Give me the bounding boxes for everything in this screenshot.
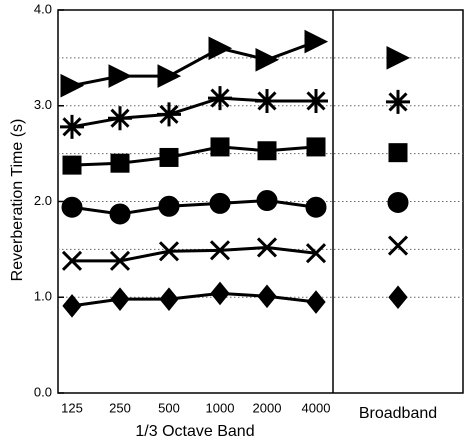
marker-asterisk bbox=[60, 114, 84, 139]
marker-asterisk bbox=[304, 88, 328, 113]
marker-triangle bbox=[255, 47, 280, 72]
y-axis-label: Reverberation Time (s) bbox=[9, 119, 26, 282]
marker-diamond bbox=[388, 285, 408, 310]
y-tick-label: 2.0 bbox=[34, 193, 52, 208]
series-line bbox=[71, 199, 317, 216]
marker-triangle bbox=[157, 64, 182, 88]
marker-diamond bbox=[210, 281, 230, 306]
y-tick-label: 3.0 bbox=[34, 97, 52, 112]
x-axis-label: 1/3 Octave Band bbox=[135, 423, 254, 440]
marker-square bbox=[62, 155, 82, 175]
series-line bbox=[72, 245, 317, 263]
marker-circle bbox=[387, 191, 409, 213]
y-tick-label: 0.0 bbox=[34, 384, 52, 399]
marker-triangle bbox=[208, 36, 233, 61]
marker-circle bbox=[61, 196, 83, 218]
marker-square bbox=[210, 137, 230, 157]
marker-cross bbox=[158, 241, 180, 262]
series-line bbox=[71, 145, 317, 167]
marker-cross bbox=[256, 237, 278, 258]
marker-asterisk bbox=[208, 86, 232, 111]
marker-cross bbox=[61, 250, 83, 271]
x-tick-label: 125 bbox=[61, 400, 83, 415]
marker-diamond bbox=[62, 294, 82, 318]
marker-asterisk bbox=[386, 89, 410, 114]
marker-diamond bbox=[306, 290, 326, 314]
marker-square bbox=[257, 141, 277, 161]
y-tick-label: 4.0 bbox=[34, 1, 52, 16]
marker-diamond bbox=[257, 284, 277, 309]
marker-circle bbox=[305, 196, 327, 218]
marker-triangle bbox=[108, 64, 133, 88]
broadband-label: Broadband bbox=[359, 405, 437, 422]
marker-asterisk bbox=[108, 106, 132, 131]
marker-cross bbox=[209, 240, 231, 261]
marker-square bbox=[306, 137, 326, 157]
marker-asterisk bbox=[157, 102, 181, 127]
marker-diamond bbox=[110, 287, 130, 311]
x-tick-label: 250 bbox=[109, 400, 131, 415]
series-line bbox=[71, 96, 316, 129]
marker-cross bbox=[305, 243, 327, 264]
marker-square bbox=[110, 153, 130, 173]
marker-triangle bbox=[304, 29, 329, 54]
marker-diamond bbox=[159, 287, 179, 311]
y-tick-label: 1.0 bbox=[34, 289, 52, 304]
marker-asterisk bbox=[255, 88, 279, 113]
x-tick-label: 500 bbox=[158, 400, 180, 415]
marker-circle bbox=[158, 195, 180, 217]
marker-circle bbox=[109, 203, 131, 225]
series-line bbox=[71, 291, 317, 308]
x-tick-label: 1000 bbox=[206, 400, 235, 415]
marker-circle bbox=[209, 192, 231, 214]
marker-triangle bbox=[386, 46, 411, 70]
marker-cross bbox=[109, 250, 131, 271]
x-tick-label: 4000 bbox=[302, 400, 331, 415]
marker-square bbox=[388, 143, 408, 163]
marker-triangle bbox=[60, 73, 85, 98]
marker-square bbox=[159, 147, 179, 167]
marker-cross bbox=[387, 235, 409, 256]
x-tick-label: 2000 bbox=[253, 400, 282, 415]
marker-circle bbox=[256, 190, 278, 212]
